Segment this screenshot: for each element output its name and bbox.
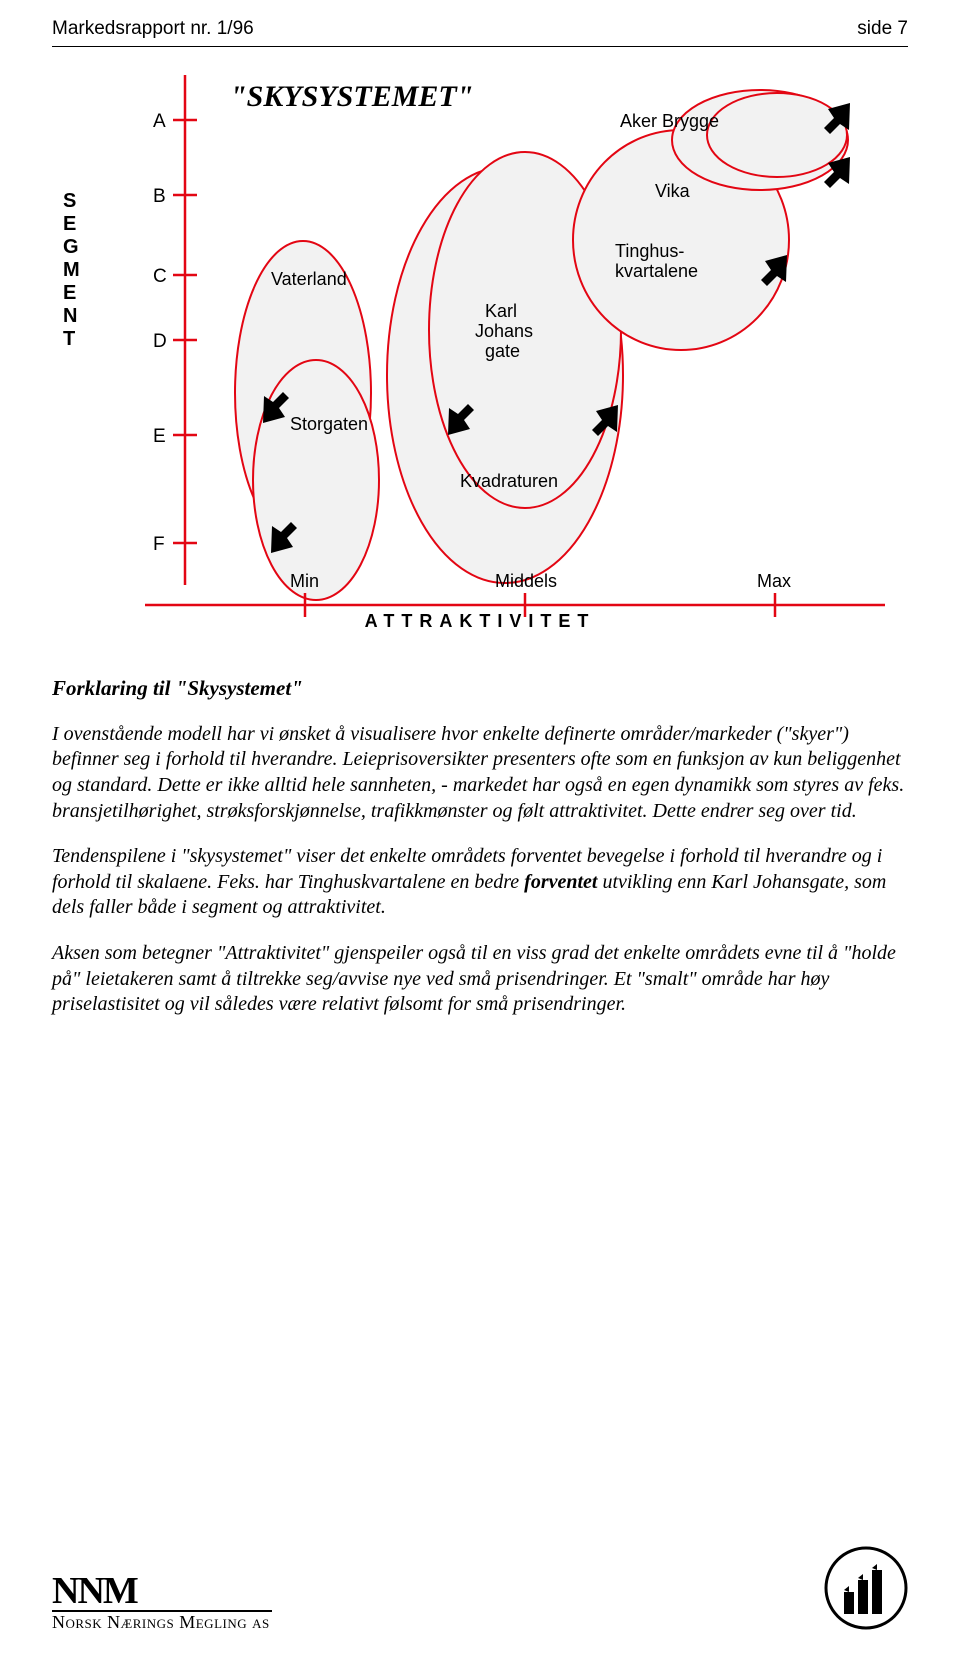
- header-rule: [52, 46, 908, 47]
- skysystemet-chart: "SKYSYSTEMET" S E G M E N T A B C D E F: [55, 65, 905, 645]
- footer-left: NNM Norsk Nærings Megling as: [52, 1574, 272, 1630]
- paragraph-1: I ovenstående modell har vi ønsket å vis…: [52, 722, 908, 824]
- svg-text:Karl: Karl: [485, 301, 517, 321]
- page-footer: NNM Norsk Nærings Megling as: [52, 1546, 908, 1630]
- header-right: side 7: [857, 18, 908, 40]
- svg-text:Storgaten: Storgaten: [290, 414, 368, 434]
- svg-text:D: D: [153, 331, 167, 352]
- x-axis-label: ATTRAKTIVITET: [55, 611, 905, 632]
- paragraph-3: Aksen som betegner "Attraktivitet" gjens…: [52, 941, 908, 1018]
- svg-text:kvartalene: kvartalene: [615, 261, 698, 281]
- svg-text:Vaterland: Vaterland: [271, 269, 347, 289]
- svg-text:Max: Max: [757, 571, 791, 591]
- y-axis-label: S E G M E N T: [63, 190, 82, 351]
- svg-text:F: F: [153, 534, 165, 555]
- section-heading: Forklaring til "Skysystemet": [52, 675, 908, 702]
- svg-text:A: A: [153, 111, 166, 132]
- page-header: Markedsrapport nr. 1/96 side 7: [0, 0, 960, 44]
- footer-building-icon: [824, 1546, 908, 1630]
- svg-text:Middels: Middels: [495, 571, 557, 591]
- svg-text:gate: gate: [485, 341, 520, 361]
- footer-company: Norsk Nærings Megling as: [52, 1614, 272, 1630]
- svg-text:Johans: Johans: [475, 321, 533, 341]
- paragraph-2: Tendenspilene i "skysystemet" viser det …: [52, 844, 908, 921]
- svg-text:Aker Brygge: Aker Brygge: [620, 111, 719, 131]
- svg-text:C: C: [153, 266, 167, 287]
- chart-svg: A B C D E F Min Middels Max Aker Brygge …: [55, 65, 905, 645]
- svg-text:Kvadraturen: Kvadraturen: [460, 471, 558, 491]
- svg-text:Min: Min: [290, 571, 319, 591]
- footer-logo-text: NNM: [52, 1574, 272, 1608]
- svg-text:Vika: Vika: [655, 181, 691, 201]
- svg-text:E: E: [153, 426, 166, 447]
- svg-text:Tinghus-: Tinghus-: [615, 241, 684, 261]
- header-left: Markedsrapport nr. 1/96: [52, 18, 254, 40]
- svg-text:B: B: [153, 186, 166, 207]
- chart-title: "SKYSYSTEMET": [230, 80, 473, 114]
- body-text: Forklaring til "Skysystemet" I ovenståen…: [0, 645, 960, 1018]
